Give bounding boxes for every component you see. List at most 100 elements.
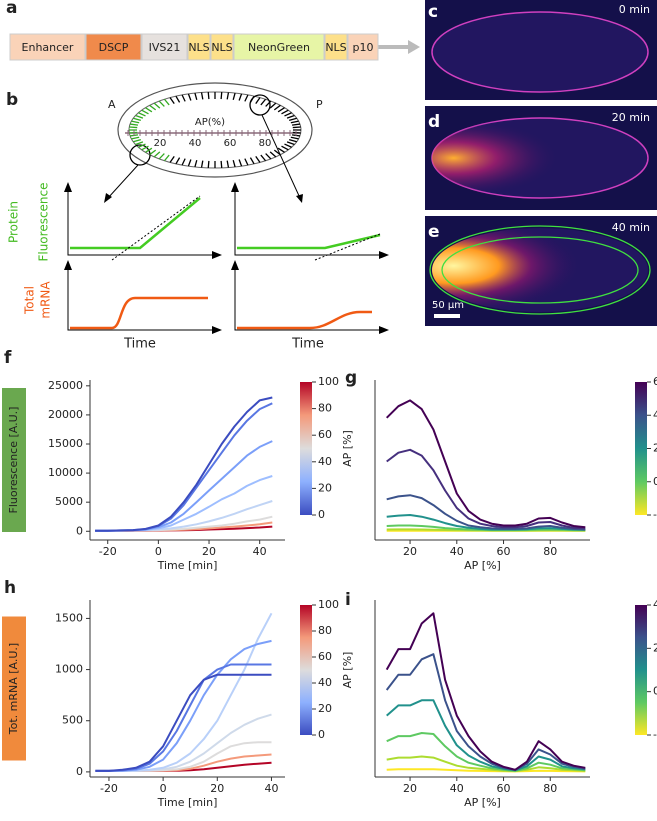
construct-part [9,33,86,61]
nucleus-mark [153,151,161,158]
nucleus-mark [260,154,267,162]
colorbar-tick-label: 20 [653,442,657,455]
panel-label: a [6,0,17,18]
construct-label: NLS [188,41,209,54]
construct-part [141,33,188,61]
panel-label: i [345,590,351,610]
nucleus-mark [181,94,186,102]
series-line [385,653,586,771]
x-axis-label: Time [min] [157,559,218,572]
nucleus-mark [226,92,230,100]
series-line [95,663,272,772]
panel-label: d [428,112,440,132]
nucleus-mark [194,159,198,168]
anterior-label: A [108,98,116,111]
x-tick-label: 0 [160,782,167,795]
x-tick-label: 80 [543,782,557,795]
time-label: 0 min [619,3,650,16]
nucleus-mark [175,157,181,165]
time-label: 40 min [612,221,650,234]
x-axis-label: AP [%] [464,559,501,572]
y-tick-label: 0 [76,765,83,778]
nucleus-mark [292,131,301,134]
nucleus-mark [175,95,181,103]
nucleus-mark [273,104,281,111]
posterior-label: P [316,98,323,111]
x-tick-label: 20 [202,545,216,558]
construct-label: NLS [325,41,346,54]
series-line [386,732,586,772]
mrna-label: mRNA [39,281,53,319]
nucleus-mark [145,107,153,113]
nucleus-mark [135,141,144,146]
colorbar-tick-label: 60 [318,428,332,441]
y-tick-label: 0 [76,524,83,537]
colorbar [635,382,647,515]
x-tick-label: 20 [403,782,417,795]
y-tick-label: 10000 [48,466,83,479]
time-label: Time [291,337,324,352]
nucleus-mark [129,123,139,126]
construct-label: IVS21 [149,41,181,54]
nucleus-mark [138,112,146,117]
series-line [386,448,586,530]
nucleus-mark [255,97,261,104]
colorbar-tick-label: 60 [653,375,657,388]
panel-label: b [6,90,18,110]
y-axis-label: Tot. mRNA [A.U.] [7,643,20,735]
nucleus-mark [131,136,140,140]
nucleus-mark [277,147,285,153]
nucleus-mark [273,149,281,156]
construct-label: NeonGreen [248,41,310,54]
colorbar [300,382,312,515]
colorbar-tick-label: 20 [318,702,332,715]
colorbar-label: AP [%] [341,430,354,467]
construct-part [347,33,379,61]
schematic-shapes [10,40,420,334]
construct-part [233,33,325,61]
nucleus-mark [260,98,267,106]
colorbar-tick-label: 80 [318,624,332,637]
nucleus-mark [289,117,297,122]
nucleus-mark [286,141,295,146]
nucleus-mark [149,149,157,156]
x-tick-label: -20 [99,545,117,558]
y-tick-label: 500 [62,714,83,727]
construct-label: Enhancer [22,41,74,54]
nucleus-mark [249,95,255,103]
nucleus-mark [133,117,141,122]
nucleus-mark [292,126,301,129]
construct-part [210,33,234,61]
x-tick-label: 80 [543,545,557,558]
colorbar-tick-label: 60 [318,650,332,663]
colorbar-tick-label: 40 [653,408,657,421]
panel-label: g [345,368,357,388]
mrna-label: Total [23,286,37,315]
nucleus-mark [129,126,138,129]
panel-label: h [4,578,16,598]
protein-label: Fluorescence [37,182,51,261]
x-tick-label: -20 [100,782,118,795]
nucleus-mark [281,145,289,151]
colorbar-tick-label: 100 [318,598,339,611]
y-tick-label: 1500 [55,611,83,624]
series-line [95,396,273,532]
nucleus-mark [194,92,198,101]
nucleus-mark [269,151,277,158]
series-line [385,612,586,771]
nucleus-mark [158,153,165,160]
axis-label: AP(%) [195,117,225,128]
schematic-tick: 80 [259,138,272,149]
time-label: 20 min [612,111,650,124]
series-line [95,612,273,772]
series-line [386,755,586,773]
series-line [386,768,586,773]
nucleus-mark [290,136,299,140]
nucleus-mark [232,92,236,101]
nucleus-mark [284,143,292,148]
series-line [385,399,586,529]
nucleus-mark [255,156,261,163]
nucleus-mark [284,112,292,117]
colorbar-tick-label: 40 [318,676,332,689]
nucleus-mark [131,120,140,124]
